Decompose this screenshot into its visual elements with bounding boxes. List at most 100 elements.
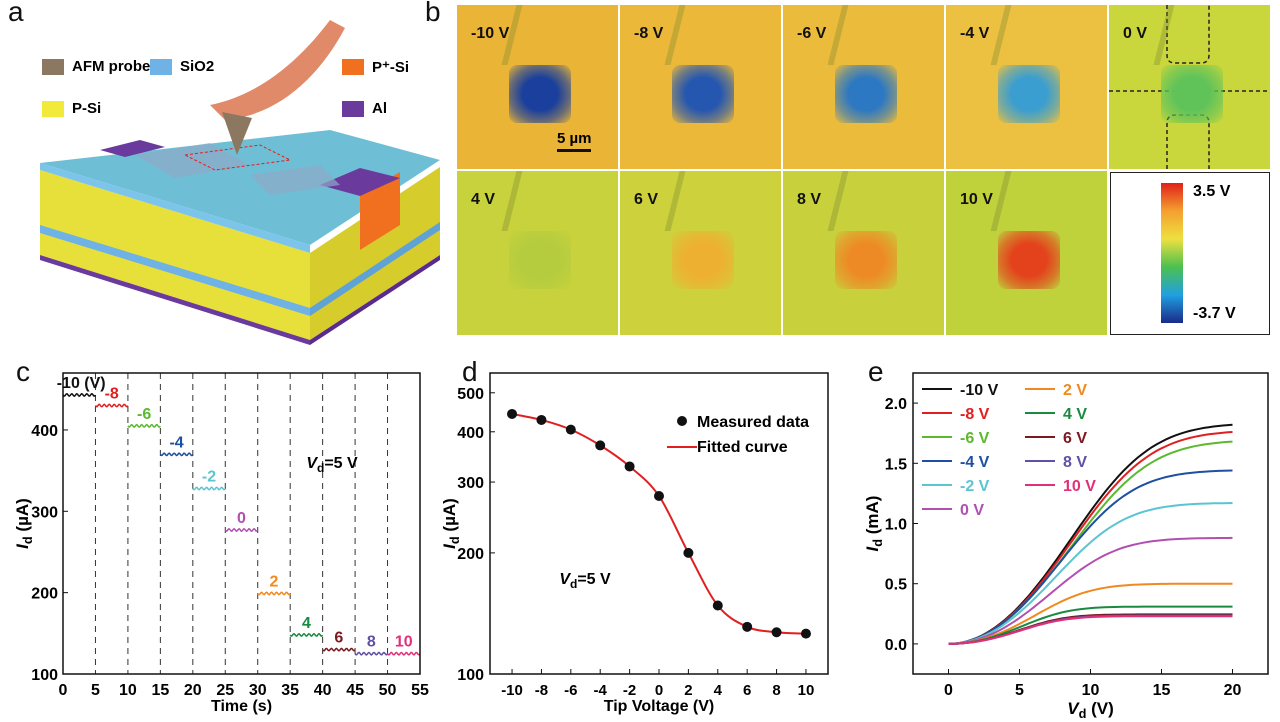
x-tick-label: 55 bbox=[411, 682, 429, 699]
swatch-icon bbox=[342, 100, 364, 117]
iv-curve bbox=[948, 536, 1233, 645]
x-tick-label: 50 bbox=[379, 682, 397, 699]
axis-label: Vd=5 V bbox=[559, 571, 611, 591]
kpfm-map-tile: 0 V bbox=[1109, 5, 1270, 169]
sio2-top bbox=[40, 130, 440, 245]
kpfm-map-tile: -10 V 5 µm bbox=[457, 5, 618, 169]
y-tick-label: 100 bbox=[31, 667, 58, 684]
tip-voltage-label: -4 V bbox=[960, 25, 990, 42]
tip-voltage-label: -10 V bbox=[471, 25, 510, 42]
x-tick-label: 10 bbox=[119, 682, 137, 699]
legend-entry: 6 V bbox=[1063, 430, 1087, 447]
panel-b-label: b bbox=[425, 0, 441, 27]
x-tick-label: -10 bbox=[501, 682, 523, 699]
tip-voltage-label: -8 V bbox=[634, 25, 664, 42]
channel-square bbox=[998, 65, 1060, 123]
segment-label: 10 bbox=[395, 634, 413, 651]
x-tick-label: 5 bbox=[91, 682, 100, 699]
data-segment bbox=[354, 651, 389, 656]
legend-measured: Measured data bbox=[697, 414, 809, 431]
legend-entry: -8 V bbox=[960, 406, 990, 423]
data-segment bbox=[224, 527, 259, 533]
segment-label: 4 bbox=[302, 615, 311, 632]
data-point bbox=[536, 414, 547, 425]
y-tick-label: 0.5 bbox=[885, 577, 907, 594]
plot-frame bbox=[62, 372, 421, 675]
tip-voltage-label: 8 V bbox=[797, 191, 822, 208]
x-tick-label: 4 bbox=[714, 682, 723, 699]
y-tick-label: 1.0 bbox=[885, 517, 907, 534]
x-tick-label: 0 bbox=[655, 682, 663, 699]
iv-curve bbox=[948, 582, 1233, 645]
x-tick-label: -2 bbox=[623, 682, 636, 699]
data-point bbox=[712, 600, 723, 611]
colorbar-max: 3.5 V bbox=[1193, 183, 1231, 200]
x-tick-label: -8 bbox=[535, 682, 548, 699]
x-tick-label: 0 bbox=[59, 682, 68, 699]
channel-square bbox=[835, 65, 897, 123]
legend-fitted: Fitted curve bbox=[697, 439, 788, 456]
x-tick-label: 10 bbox=[1082, 682, 1100, 699]
kpfm-map-tile: -6 V bbox=[783, 5, 944, 169]
x-tick-label: 30 bbox=[249, 682, 267, 699]
y-tick-label: 100 bbox=[457, 667, 484, 684]
legend-text: SiO2 bbox=[180, 58, 215, 75]
data-segment bbox=[289, 632, 324, 637]
swatch-icon bbox=[150, 58, 172, 75]
data-point bbox=[507, 408, 518, 419]
legend-entry: 4 V bbox=[1063, 406, 1087, 423]
channel-square bbox=[509, 231, 571, 289]
data-segment bbox=[257, 591, 291, 596]
iv-curve bbox=[948, 423, 1233, 645]
colorbar-box: 3.5 V -3.7 V bbox=[1110, 172, 1270, 335]
x-tick-label: 15 bbox=[1153, 682, 1171, 699]
swatch-icon bbox=[342, 59, 364, 75]
legend-entry: 10 V bbox=[1063, 478, 1096, 495]
kpfm-map-tile: 8 V bbox=[783, 171, 944, 335]
legend-text: P⁺-Si bbox=[372, 59, 410, 76]
y-tick-label: 200 bbox=[457, 546, 484, 563]
kpfm-map-tile: -4 V bbox=[946, 5, 1107, 169]
axis-label: Id (µA) bbox=[13, 498, 35, 549]
legend-entry: -2 V bbox=[960, 478, 990, 495]
device-schematic bbox=[40, 20, 440, 345]
data-point bbox=[654, 490, 664, 501]
panel-c-label: c bbox=[16, 356, 30, 387]
x-tick-label: 40 bbox=[314, 682, 332, 699]
kpfm-map-tile: 4 V bbox=[457, 171, 618, 335]
x-tick-label: -4 bbox=[594, 682, 608, 699]
y-tick-label: 2.0 bbox=[885, 396, 907, 413]
al-bottom-side bbox=[310, 255, 440, 345]
channel-square bbox=[835, 231, 897, 289]
legend-entry: 2 V bbox=[1063, 382, 1087, 399]
segment-label: 0 bbox=[237, 510, 246, 527]
channel-square bbox=[672, 65, 734, 123]
data-point bbox=[771, 627, 782, 638]
legend-entry: 0 V bbox=[960, 502, 984, 519]
al-pad-right bbox=[320, 168, 400, 196]
x-axis-label: Tip Voltage (V) bbox=[604, 698, 715, 715]
x-tick-label: 15 bbox=[151, 682, 169, 699]
x-tick-label: 45 bbox=[346, 682, 364, 699]
p-si-side bbox=[310, 167, 440, 340]
segment-label: 2 bbox=[270, 573, 279, 590]
channel-square bbox=[1161, 65, 1223, 123]
swatch-icon bbox=[42, 100, 64, 117]
channel-square bbox=[672, 231, 734, 289]
data-point bbox=[683, 547, 694, 558]
legend-entry: -10 V bbox=[960, 382, 999, 399]
kpfm-map-tile: -8 V bbox=[620, 5, 781, 169]
data-segment bbox=[322, 647, 356, 652]
tip-voltage-label: 6 V bbox=[634, 191, 659, 208]
x-tick-label: 8 bbox=[772, 682, 780, 699]
panel-e-label: e bbox=[868, 356, 884, 387]
x-tick-label: 20 bbox=[184, 682, 202, 699]
data-point bbox=[565, 424, 576, 435]
x-tick-label: 2 bbox=[684, 682, 692, 699]
axis-label: Vd (V) bbox=[1067, 699, 1114, 721]
data-segment bbox=[94, 403, 129, 408]
segment-label: 8 bbox=[367, 634, 376, 651]
channel-square bbox=[509, 65, 571, 123]
channel-right bbox=[250, 165, 340, 195]
